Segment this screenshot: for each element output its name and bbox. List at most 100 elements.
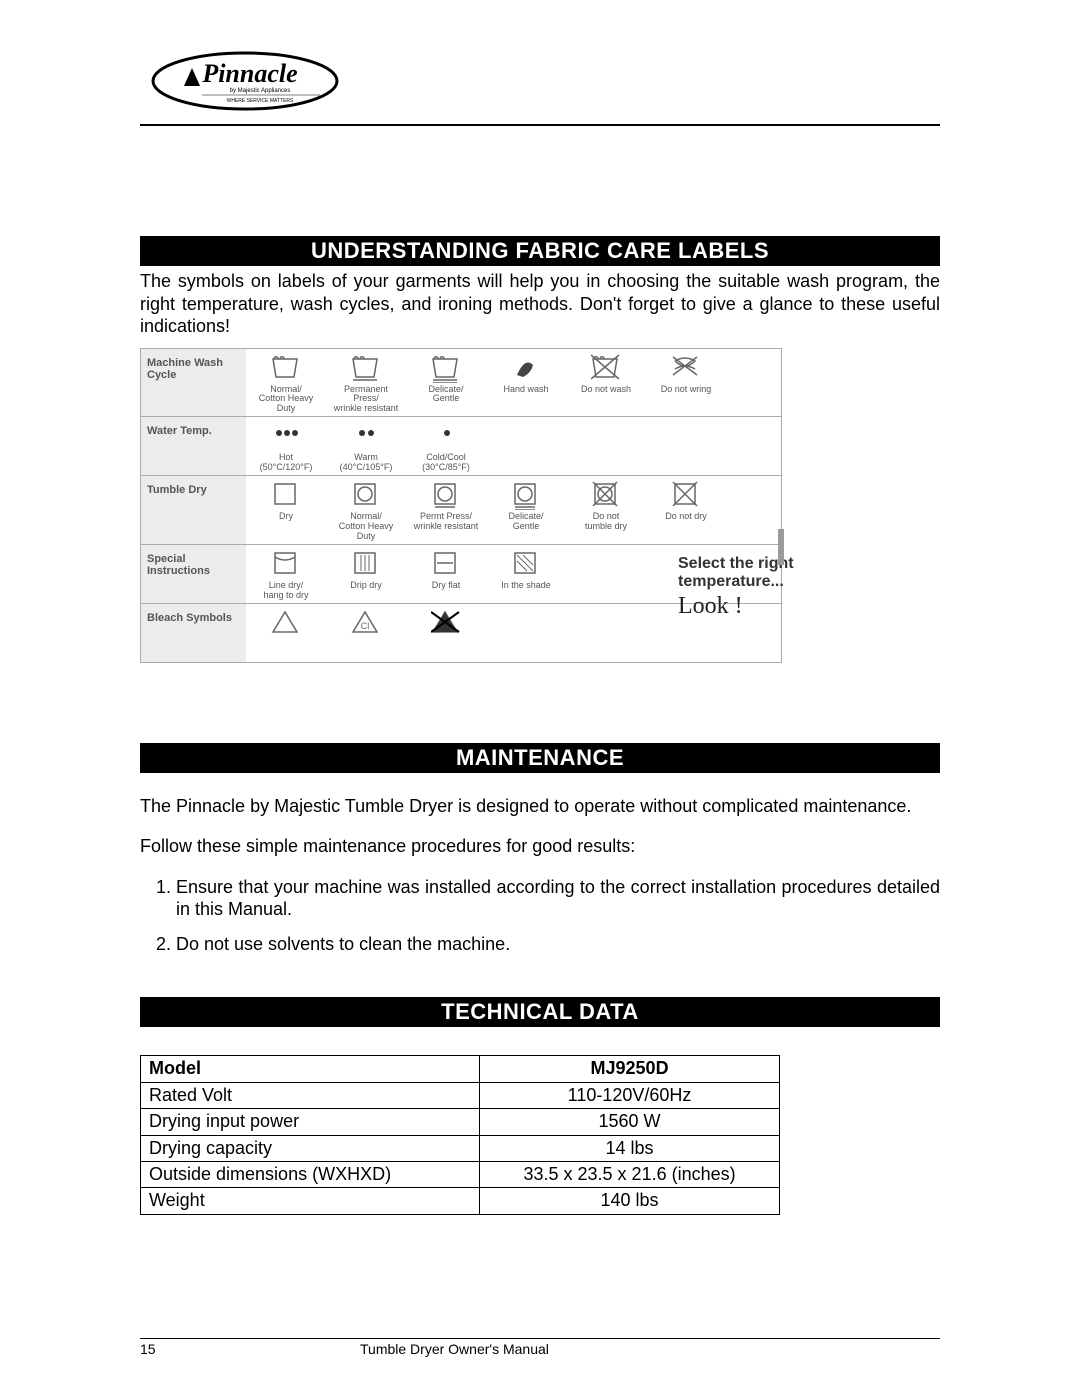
page-number: 15 [140, 1341, 360, 1357]
dots3-icon [271, 423, 301, 451]
tri-cl-icon [351, 610, 381, 638]
section-heading-technical-data: TECHNICAL DATA [140, 997, 940, 1027]
care-row: Water Temp. Hot(50°C/120°F) Warm(40°C/105°… [141, 417, 781, 476]
tech-value: 140 lbs [480, 1188, 780, 1214]
drip-icon [351, 551, 381, 579]
sq-icon [271, 482, 301, 510]
care-symbol: Drip dry [330, 551, 402, 591]
wash-x-icon [591, 355, 621, 383]
section-heading-maintenance: MAINTENANCE [140, 743, 940, 773]
care-symbol-caption: Dry [279, 512, 293, 522]
maintenance-body: The Pinnacle by Majestic Tumble Dryer is… [140, 795, 940, 956]
sqcirc-icon [351, 482, 381, 510]
care-symbol: Do not wring [650, 355, 722, 395]
care-symbol [330, 610, 402, 640]
sqcirc-x-icon [591, 482, 621, 510]
tech-key: Rated Volt [141, 1082, 480, 1108]
care-row-label: Bleach Symbols [141, 604, 246, 662]
care-symbol-caption: Dry flat [432, 581, 461, 591]
care-symbol: Do not wash [570, 355, 642, 395]
care-symbol: Dry [250, 482, 322, 522]
tech-value: 33.5 x 23.5 x 21.6 (inches) [480, 1161, 780, 1187]
care-symbol: In the shade [490, 551, 562, 591]
care-symbol: Warm(40°C/105°F) [330, 423, 402, 473]
care-symbol-caption: Permt Press/wrinkle resistant [414, 512, 479, 532]
wring-x-icon [671, 355, 701, 383]
tech-row: Drying capacity14 lbs [141, 1135, 780, 1161]
care-symbol-caption: Drip dry [350, 581, 382, 591]
tech-value: MJ9250D [480, 1056, 780, 1082]
care-row-label: Water Temp. [141, 417, 246, 475]
care-symbol: Delicate/Gentle [490, 482, 562, 532]
care-symbol: Normal/Cotton Heavy Duty [250, 355, 322, 415]
sq-x-icon [671, 482, 701, 510]
side-callout: Select the righttemperature... Look ! [678, 555, 878, 620]
tri-icon [271, 610, 301, 638]
care-symbol-caption: Do not wring [661, 385, 712, 395]
wash-bar-icon [351, 355, 381, 383]
tech-value: 1560 W [480, 1109, 780, 1135]
care-symbol: Hot(50°C/120°F) [250, 423, 322, 473]
care-row: Tumble Dry Dry Normal/Cotton Heavy Duty Per… [141, 476, 781, 545]
care-symbol-caption: Hand wash [503, 385, 548, 395]
hand-icon [511, 355, 541, 383]
care-symbol: Normal/Cotton Heavy Duty [330, 482, 402, 542]
page-footer: 15 Tumble Dryer Owner's Manual [140, 1338, 940, 1357]
tech-row: ModelMJ9250D [141, 1056, 780, 1082]
care-symbol: Do not dry [650, 482, 722, 522]
care-symbol [250, 610, 322, 640]
care-symbol-caption: Permanent Press/wrinkle resistant [330, 385, 402, 415]
care-symbol-caption: Delicate/Gentle [508, 512, 543, 532]
shade-icon [511, 551, 541, 579]
care-symbol: Cold/Cool(30°C/85°F) [410, 423, 482, 473]
wash-icon [271, 355, 301, 383]
care-symbol: Do nottumble dry [570, 482, 642, 532]
care-symbol-caption: Warm(40°C/105°F) [340, 453, 393, 473]
care-symbol: Hand wash [490, 355, 562, 395]
tech-key: Outside dimensions (WXHXD) [141, 1161, 480, 1187]
care-symbol: Line dry/hang to dry [250, 551, 322, 601]
wash-2bar-icon [431, 355, 461, 383]
sqcirc-2bar-icon [511, 482, 541, 510]
tech-key: Weight [141, 1188, 480, 1214]
care-symbol-caption: Hot(50°C/120°F) [260, 453, 313, 473]
tech-key: Drying capacity [141, 1135, 480, 1161]
tech-row: Drying input power1560 W [141, 1109, 780, 1135]
care-symbol-caption: Normal/Cotton Heavy Duty [250, 385, 322, 415]
flat-icon [431, 551, 461, 579]
care-symbol-caption: Delicate/Gentle [428, 385, 463, 405]
section-heading-fabric-care: UNDERSTANDING FABRIC CARE LABELS [140, 236, 940, 266]
care-row-label: Tumble Dry [141, 476, 246, 544]
care-symbol-caption: Do nottumble dry [585, 512, 627, 532]
brand-logo: Pinnacle by Majestic Appliances WHERE SE… [150, 50, 940, 112]
tech-row: Weight140 lbs [141, 1188, 780, 1214]
svg-text:by Majestic Appliances: by Majestic Appliances [230, 88, 291, 94]
tri-x-icon [431, 610, 461, 638]
tech-key: Model [141, 1056, 480, 1082]
tech-row: Outside dimensions (WXHXD)33.5 x 23.5 x … [141, 1161, 780, 1187]
svg-text:WHERE SERVICE MATTERS: WHERE SERVICE MATTERS [227, 98, 294, 104]
fabric-care-intro: The symbols on labels of your garments w… [140, 270, 940, 338]
tech-value: 110-120V/60Hz [480, 1082, 780, 1108]
technical-data-table: ModelMJ9250DRated Volt110-120V/60HzDryin… [140, 1055, 780, 1214]
care-row-label: Machine Wash Cycle [141, 349, 246, 417]
care-symbol: Delicate/Gentle [410, 355, 482, 405]
dot1-icon [431, 423, 461, 451]
care-symbol-caption: Do not dry [665, 512, 707, 522]
tech-row: Rated Volt110-120V/60Hz [141, 1082, 780, 1108]
care-symbol-caption: Cold/Cool(30°C/85°F) [422, 453, 470, 473]
care-row-label: Special Instructions [141, 545, 246, 603]
care-row: Machine Wash CycleNormal/Cotton Heavy Du… [141, 349, 781, 418]
care-symbol: Permt Press/wrinkle resistant [410, 482, 482, 532]
footer-title: Tumble Dryer Owner's Manual [360, 1341, 549, 1357]
care-symbol-caption: Line dry/hang to dry [263, 581, 308, 601]
care-symbol [410, 610, 482, 640]
care-symbol-caption: Do not wash [581, 385, 631, 395]
care-symbol: Permanent Press/wrinkle resistant [330, 355, 402, 415]
line-dry-icon [271, 551, 301, 579]
care-symbol: Dry flat [410, 551, 482, 591]
dots2-icon [351, 423, 381, 451]
svg-text:Pinnacle: Pinnacle [201, 59, 297, 88]
care-symbol-caption: In the shade [501, 581, 551, 591]
sqcirc-bar-icon [431, 482, 461, 510]
